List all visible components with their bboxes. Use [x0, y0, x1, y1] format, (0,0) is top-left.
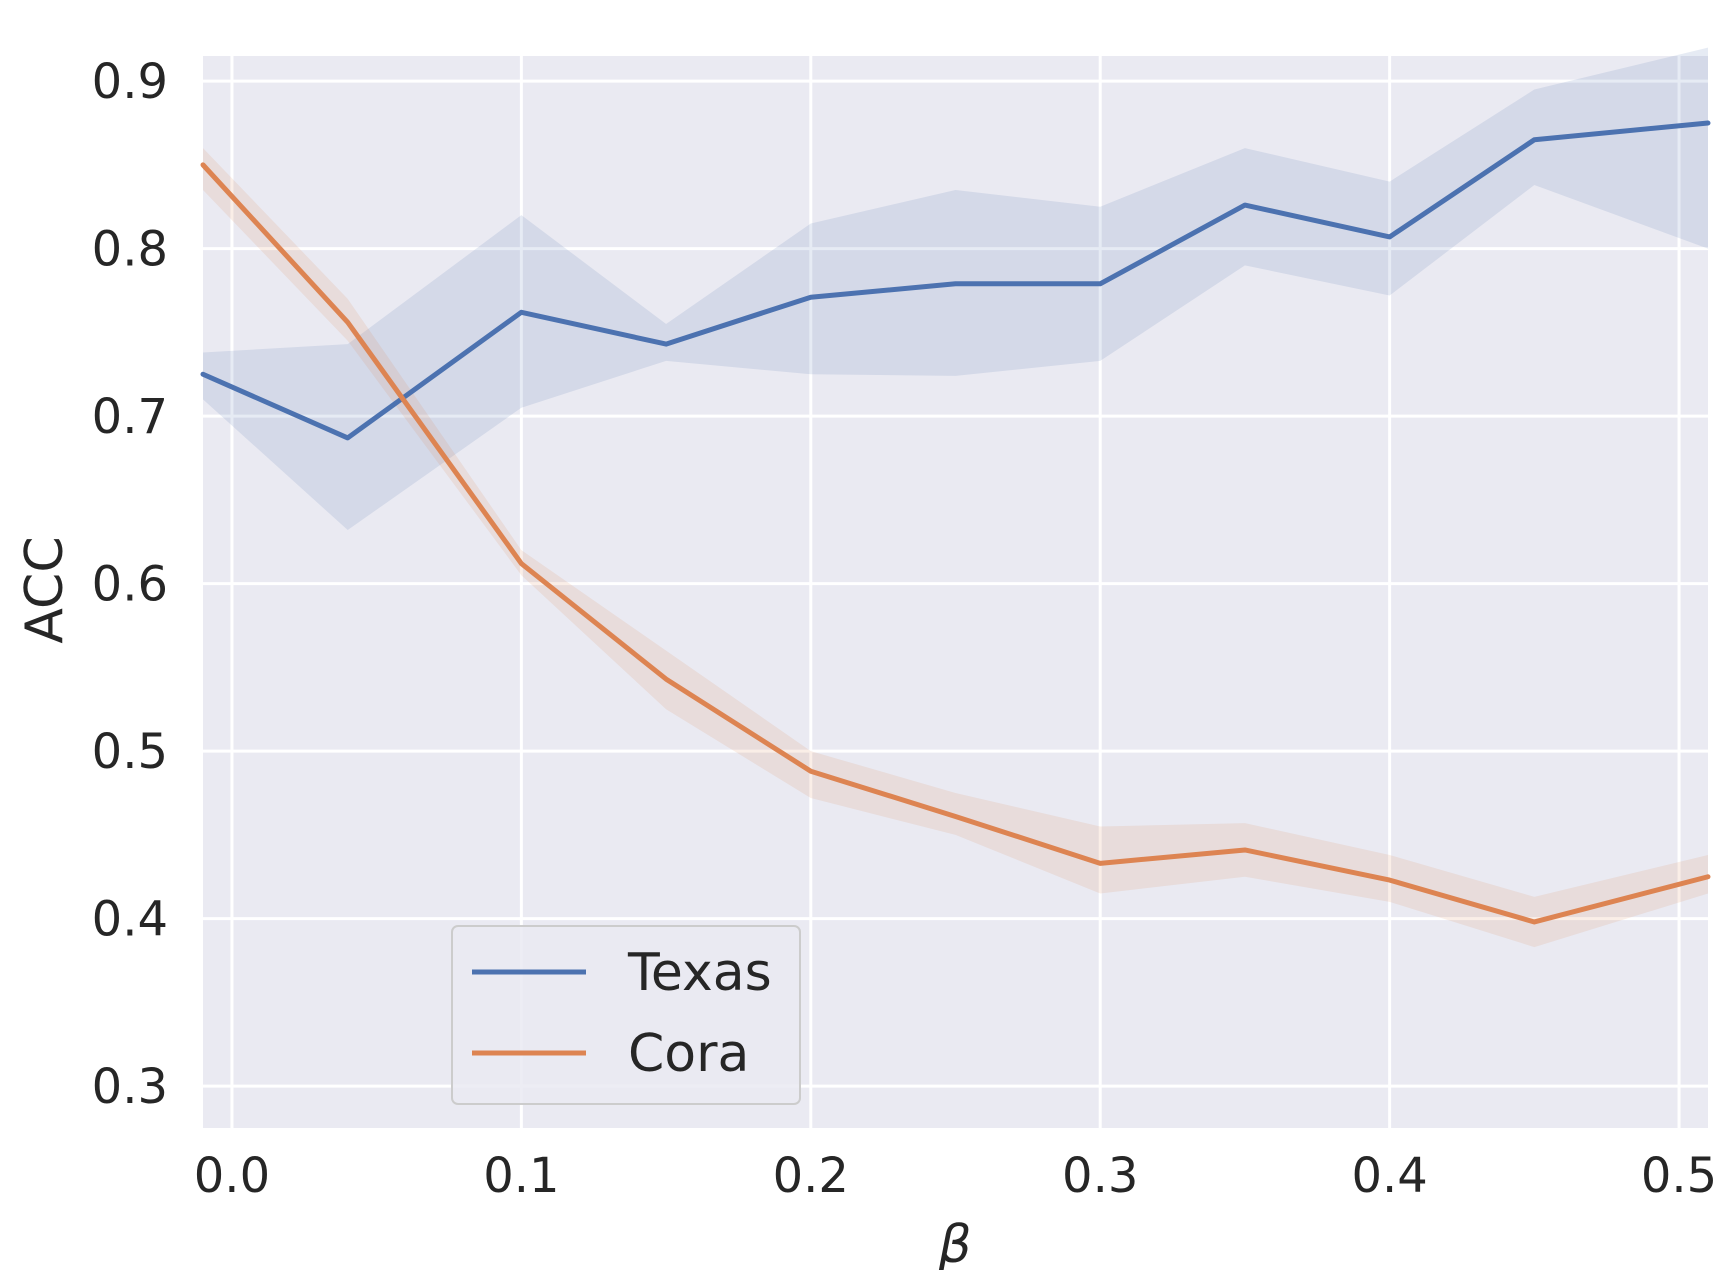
x-tick-labels: 0.0 0.1 0.2 0.3 0.4 0.5 [194, 1148, 1717, 1204]
point-texas [347, 437, 349, 439]
point-cora [1707, 876, 1709, 878]
legend: Texas Cora [451, 925, 801, 1105]
y-tick-label: 0.7 [92, 389, 168, 445]
x-tick-label: 0.1 [483, 1148, 559, 1204]
x-tick-label: 0.2 [773, 1148, 849, 1204]
band-cora [203, 148, 1708, 948]
point-texas [520, 311, 522, 313]
series-lines [200, 120, 1711, 925]
point-texas [1244, 204, 1246, 206]
y-tick-label: 0.5 [92, 724, 168, 780]
point-texas [202, 373, 204, 375]
y-tick-label: 0.9 [92, 54, 168, 110]
confidence-bands [203, 47, 1708, 948]
point-cora [347, 321, 349, 323]
point-texas [1099, 283, 1101, 285]
point-texas [1533, 139, 1535, 141]
point-cora [1099, 862, 1101, 864]
y-axis-label: ACC [15, 536, 75, 643]
y-tick-label: 0.6 [92, 557, 168, 613]
point-cora [665, 678, 667, 680]
point-cora [1389, 879, 1391, 881]
y-tick-label: 0.4 [92, 892, 168, 948]
x-tick-label: 0.0 [194, 1148, 270, 1204]
y-tick-label: 0.8 [92, 222, 168, 278]
y-tick-label: 0.3 [92, 1059, 168, 1115]
band-texas [203, 47, 1708, 531]
x-tick-label: 0.3 [1062, 1148, 1138, 1204]
x-tick-label: 0.5 [1641, 1148, 1717, 1204]
point-texas [810, 296, 812, 298]
point-cora [955, 815, 956, 817]
point-cora [1244, 849, 1246, 851]
legend-label-cora: Cora [628, 1024, 749, 1084]
point-cora [202, 164, 204, 166]
point-texas [955, 283, 956, 285]
point-texas [1389, 236, 1391, 238]
x-axis-label: β [937, 1215, 971, 1270]
point-cora [1533, 921, 1535, 923]
point-cora [520, 563, 522, 565]
point-cora [810, 770, 812, 772]
point-texas [1707, 122, 1709, 124]
x-tick-label: 0.4 [1351, 1148, 1427, 1204]
point-texas [665, 343, 667, 345]
legend-label-texas: Texas [627, 943, 772, 1003]
y-tick-labels: 0.3 0.4 0.5 0.6 0.7 0.8 0.9 [92, 54, 168, 1115]
